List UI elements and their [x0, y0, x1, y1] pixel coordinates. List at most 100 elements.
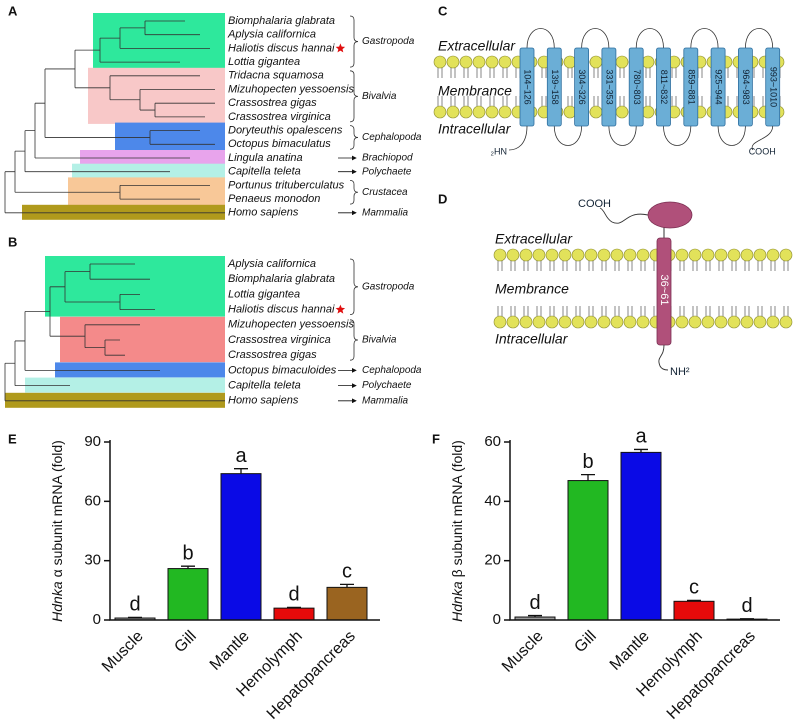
lipid-head [446, 55, 460, 69]
significance-letter: d [741, 595, 752, 617]
clade-box [115, 122, 225, 152]
segment-label: 964~983 [741, 69, 751, 104]
clade-box [45, 256, 225, 317]
lipid-head [688, 315, 702, 329]
clade-label: Mammalia [362, 395, 409, 406]
significance-letter: d [288, 584, 299, 606]
lipid-head [701, 248, 715, 262]
clade-label: Cephalopoda [362, 365, 422, 376]
brace [349, 70, 359, 123]
lipid-head [727, 248, 741, 262]
loop [581, 28, 610, 49]
lipid-head [675, 315, 689, 329]
clade-box [72, 163, 225, 179]
brace [349, 180, 359, 205]
leaf-label: Tridacna squamosa [228, 70, 324, 82]
helix [628, 47, 644, 127]
lipid-head [610, 315, 624, 329]
leaf-label: Doryteuthis opalescens [228, 125, 343, 137]
error-bar [528, 614, 542, 618]
c-terminus: COOH [578, 198, 611, 210]
helix [546, 47, 562, 127]
leaf-label: Portunus trituberculatus [228, 179, 345, 191]
lipid-head [485, 55, 499, 69]
lipid-head [571, 248, 585, 262]
lipid-head [727, 315, 741, 329]
x-tick-label: Mantle [607, 628, 653, 674]
leaf-label: Mizuhopecten yessoensis [228, 319, 354, 331]
loop [526, 28, 555, 49]
clade-label: Bivalvia [362, 335, 397, 346]
x-tick-label: Gill [171, 628, 199, 656]
lipid-head [519, 248, 533, 262]
clade-box [22, 204, 225, 220]
layer-label: Intracellular [438, 121, 512, 137]
bar [620, 451, 662, 621]
lipid-head [779, 248, 793, 262]
lipid-head [433, 105, 447, 119]
brace [349, 319, 359, 361]
y-axis-gene: Hdnka [49, 581, 65, 622]
clade-box [25, 377, 225, 393]
segment-label: 993~1010 [768, 67, 778, 107]
leaf-label: Haliotis discus hannai [228, 304, 335, 316]
lipid-head [610, 248, 624, 262]
leaf-label: Capitella teleta [228, 380, 301, 392]
segment-label: 780~803 [632, 69, 642, 104]
lipid-head [506, 248, 520, 262]
clade-label: Gastropoda [362, 36, 415, 47]
y-tick-label: 30 [84, 552, 101, 569]
error-bar [287, 606, 301, 609]
layer-label: Extracellular [495, 231, 573, 247]
lipid-head [493, 315, 507, 329]
bar [220, 473, 262, 621]
lipid-head [766, 315, 780, 329]
leaf-label: Aplysia californica [227, 29, 316, 41]
segment-label: 925~944 [714, 69, 724, 104]
leaf-label: Aplysia californica [227, 258, 316, 270]
panel-letter: A [8, 3, 18, 18]
lipid-head [641, 55, 655, 69]
brace [349, 125, 359, 150]
segment-label: 36~61 [658, 275, 670, 306]
error-bar [634, 448, 648, 453]
leaf-label: Mizuhopecten yessoensis [228, 83, 354, 95]
x-tick-label: Gill [571, 628, 599, 656]
lipid-head [571, 315, 585, 329]
clade-label: Gastropoda [362, 281, 415, 292]
n-terminus: NH² [670, 366, 690, 378]
segment-label: 104~126 [523, 69, 533, 104]
significance-letter: b [582, 451, 593, 473]
clade-box [68, 177, 225, 207]
loop [608, 125, 637, 146]
leaf-label: Haliotis discus hannai [228, 42, 335, 54]
error-bar [128, 616, 142, 619]
lipid-head [641, 105, 655, 119]
y-axis-gene: Hdnka [449, 581, 465, 622]
lipid-head [701, 315, 715, 329]
clade-box [60, 316, 225, 363]
n-tail [508, 125, 528, 151]
y-tick-label: 90 [84, 433, 101, 450]
leaf-label: Penaeus monodon [228, 193, 320, 205]
significance-letter: a [235, 445, 247, 467]
lipid-head [459, 105, 473, 119]
segment-label: 859~881 [686, 69, 696, 104]
helix [738, 47, 753, 127]
y-tick-label: 0 [493, 611, 501, 628]
clade-box [93, 13, 225, 70]
clade-label: Brachiopod [362, 153, 413, 164]
x-tick-label: Muscle [99, 628, 147, 676]
significance-letter: d [529, 592, 540, 614]
clade-label: Bivalvia [362, 91, 397, 102]
lipid-head [636, 248, 650, 262]
lipid-head [558, 315, 572, 329]
leaf-label: Lottia gigantea [228, 288, 300, 300]
lipid-head [714, 248, 728, 262]
clade-label: Cephalopoda [362, 132, 422, 143]
lipid-head [623, 248, 637, 262]
lipid-head [485, 105, 499, 119]
axes [509, 440, 780, 621]
lipid-head [532, 248, 546, 262]
